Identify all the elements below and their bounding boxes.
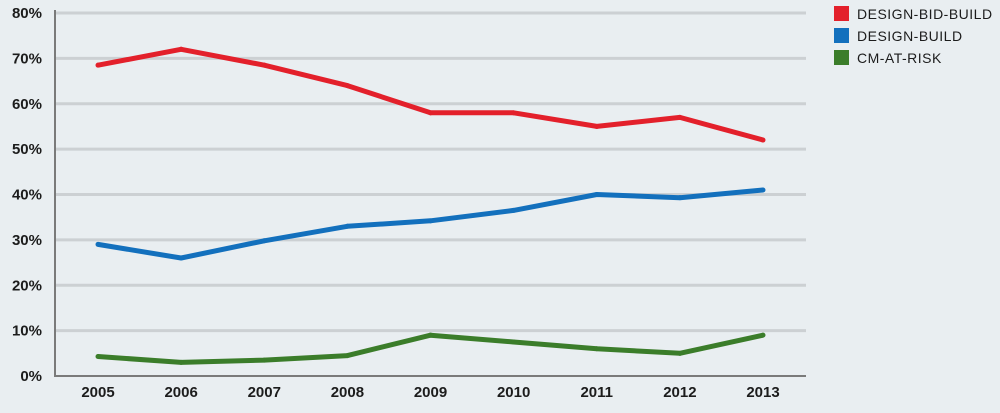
x-tick-label: 2010 [497, 384, 530, 401]
data-point [677, 350, 683, 356]
legend-swatch [834, 6, 849, 21]
legend-label: CM-AT-RISK [857, 50, 942, 66]
x-tick-label: 2011 [580, 384, 613, 401]
legend-label: DESIGN-BID-BUILD [857, 6, 993, 22]
series-line-cm-at-risk [97, 332, 764, 365]
y-tick-label: 0% [20, 368, 42, 385]
data-point [511, 339, 517, 345]
data-point [677, 114, 683, 120]
data-point [344, 353, 350, 359]
x-tick-label: 2005 [81, 384, 114, 401]
y-tick-label: 80% [12, 5, 42, 22]
y-tick-label: 30% [12, 232, 42, 249]
legend-item: CM-AT-RISK [834, 50, 942, 66]
y-tick-labels: 0% 10% 20% 30% 40% 50% 60% 70% 80% [12, 5, 42, 385]
y-tick-label: 50% [12, 141, 42, 158]
data-point [594, 192, 600, 197]
data-point [594, 346, 600, 352]
y-tick-label: 70% [12, 50, 42, 67]
data-point [760, 187, 766, 193]
data-point [261, 238, 267, 244]
y-tick-label: 60% [12, 96, 42, 113]
series-lines [95, 46, 766, 365]
data-point [178, 255, 184, 261]
legend: DESIGN-BID-BUILD DESIGN-BUILD CM-AT-RISK [834, 6, 993, 66]
x-tick-label: 2013 [746, 384, 779, 401]
series-line-design-bid-build [97, 46, 764, 143]
axes [54, 10, 806, 377]
data-point [344, 83, 350, 89]
data-point [428, 332, 433, 338]
legend-item: DESIGN-BUILD [834, 28, 963, 44]
data-point [677, 195, 683, 201]
data-point [178, 359, 184, 365]
y-tick-label: 20% [12, 277, 42, 294]
legend-item: DESIGN-BID-BUILD [834, 6, 993, 22]
series-line-design-build [97, 187, 764, 261]
data-point [344, 223, 350, 229]
x-tick-label: 2009 [414, 384, 447, 401]
y-tick-label: 10% [12, 323, 42, 340]
legend-swatch [834, 50, 849, 65]
data-point [95, 241, 101, 247]
data-point [428, 110, 433, 116]
x-tick-label: 2006 [164, 384, 197, 401]
data-point [511, 110, 517, 116]
data-point [95, 62, 101, 68]
data-point [261, 357, 267, 363]
data-point [95, 353, 101, 359]
y-tick-label: 40% [12, 187, 42, 204]
legend-label: DESIGN-BUILD [857, 28, 963, 44]
x-tick-labels: 2005 2006 2007 2008 2009 2010 2011 2012 2013 [81, 384, 779, 401]
x-tick-label: 2012 [663, 384, 696, 401]
legend-swatch [834, 28, 849, 43]
data-point [760, 137, 766, 143]
data-point [760, 332, 766, 338]
data-point [178, 46, 184, 52]
data-point [428, 218, 433, 224]
data-point [594, 123, 600, 129]
grid-lines [55, 11, 806, 333]
data-point [261, 62, 267, 68]
x-tick-label: 2008 [331, 384, 364, 401]
x-tick-label: 2007 [248, 384, 281, 401]
data-point [511, 207, 517, 213]
